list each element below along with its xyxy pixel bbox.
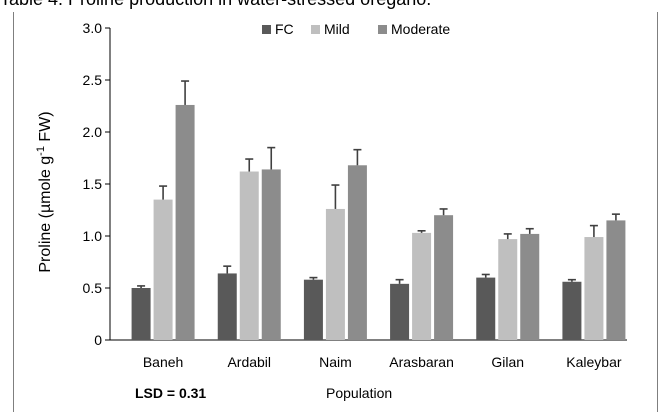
bar-mild — [153, 199, 173, 340]
legend: FC Mild Moderate — [262, 21, 450, 37]
category-labels: Baneh Ardabil Naim Arasbaran Gilan Kaleybar — [143, 354, 622, 370]
bar-mild — [498, 239, 518, 340]
category-label: Kaleybar — [566, 354, 622, 370]
x-axis-label: Population — [326, 385, 392, 401]
category-label: Gilan — [491, 354, 524, 370]
bar-moderate — [175, 104, 195, 341]
bar-mild — [584, 237, 604, 340]
bar-moderate — [520, 233, 540, 340]
legend-swatch-moderate — [378, 25, 387, 34]
y-tick-label: 1.0 — [83, 228, 103, 244]
y-tick-label: 0 — [94, 332, 102, 348]
y-tick-label: 0.5 — [83, 280, 103, 296]
legend-label-fc: FC — [275, 21, 294, 37]
table-caption: Table 4. Proline production in water-str… — [0, 0, 431, 10]
bar-fc — [131, 288, 151, 340]
bar-moderate — [347, 165, 367, 340]
legend-label-mild: Mild — [324, 21, 350, 37]
legend-label-moderate: Moderate — [391, 21, 450, 37]
bar-fc — [390, 283, 410, 340]
bar-mild — [325, 208, 345, 340]
legend-swatch-mild — [311, 25, 320, 34]
category-label: Ardabil — [227, 354, 271, 370]
bar-mild — [239, 171, 259, 340]
bar-fc — [303, 279, 323, 340]
y-tick-label: 3.0 — [83, 20, 103, 36]
y-axis-label-sup: -1 — [35, 146, 47, 156]
y-tick-labels: 0 0.5 1.0 1.5 2.0 2.5 3.0 — [83, 20, 110, 348]
y-axis-label: Proline (µmole g-1 FW) — [35, 111, 54, 272]
bar-moderate — [261, 169, 281, 340]
bar-moderate — [434, 215, 454, 340]
bar-moderate — [606, 220, 626, 340]
chart-frame — [13, 12, 658, 412]
y-tick-label: 2.0 — [83, 124, 103, 140]
bar-group — [131, 80, 626, 341]
y-tick-label: 1.5 — [83, 176, 103, 192]
legend-swatch-fc — [262, 25, 271, 34]
bar-fc — [217, 273, 237, 340]
y-axis-label-end: FW) — [37, 111, 54, 146]
bar-fc — [476, 277, 496, 340]
category-label: Naim — [319, 354, 352, 370]
bar-fc — [562, 281, 582, 340]
bar-mild — [412, 232, 432, 340]
y-tick-label: 2.5 — [83, 72, 103, 88]
category-label: Baneh — [143, 354, 183, 370]
lsd-label: LSD = 0.31 — [135, 385, 206, 401]
category-label: Arasbaran — [389, 354, 454, 370]
y-axis-label-main: Proline (µmole g — [37, 156, 54, 273]
